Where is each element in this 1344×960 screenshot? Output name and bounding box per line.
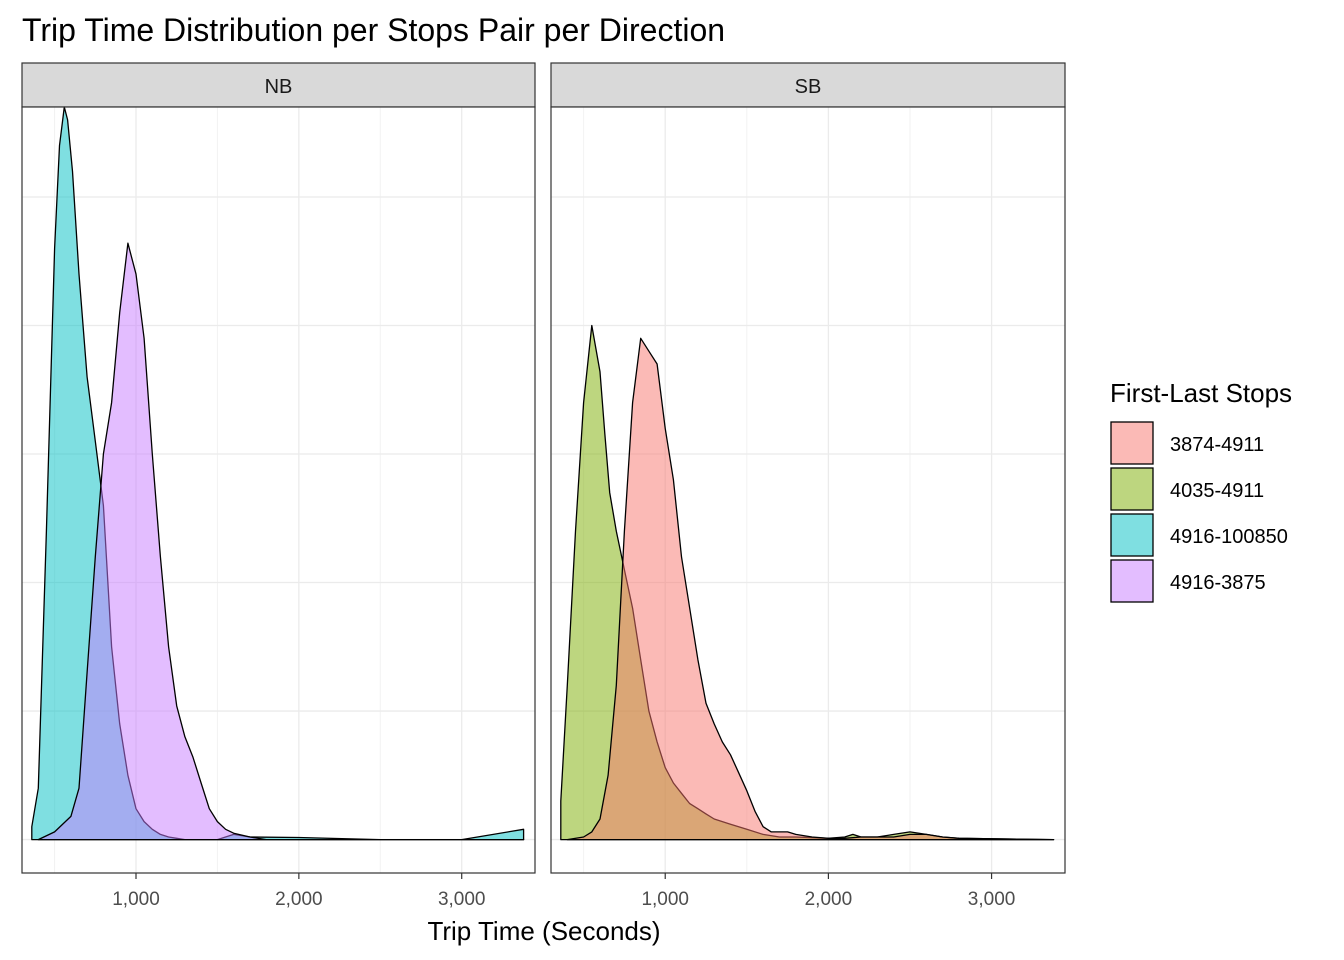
legend-title: First-Last Stops <box>1110 378 1292 408</box>
strip-label: SB <box>795 76 822 98</box>
legend-item: 4916-3875 <box>1110 559 1266 603</box>
x-axis-title: Trip Time (Seconds) <box>427 916 660 946</box>
panel-border <box>550 106 1066 874</box>
panel-nb: NB 1,000 2,000 3,000 <box>21 62 536 910</box>
legend-label: 4916-100850 <box>1170 526 1288 548</box>
chart-title: Trip Time Distribution per Stops Pair pe… <box>22 12 725 48</box>
x-tick-label: 2,000 <box>275 889 323 910</box>
legend-key <box>1110 421 1154 465</box>
legend-key <box>1110 559 1154 603</box>
strip-background <box>21 62 536 108</box>
legend-key <box>1110 467 1154 511</box>
legend-key <box>1110 513 1154 557</box>
density-area-4916-3875 <box>37 242 525 841</box>
x-tick-label: 1,000 <box>641 889 689 910</box>
density-area-3874-4911 <box>566 337 1055 841</box>
legend: First-Last Stops 3874-4911 4035-4911 4916-1… <box>1110 378 1292 603</box>
panel-border <box>21 106 536 874</box>
legend-item: 4035-4911 <box>1110 467 1264 511</box>
x-tick-label: 3,000 <box>968 889 1016 910</box>
legend-label: 4916-3875 <box>1170 572 1266 594</box>
legend-item: 3874-4911 <box>1110 421 1264 465</box>
legend-label: 4035-4911 <box>1170 480 1264 502</box>
legend-label: 3874-4911 <box>1170 434 1264 456</box>
legend-item: 4916-100850 <box>1110 513 1288 557</box>
x-tick-label: 3,000 <box>438 889 486 910</box>
x-tick-label: 1,000 <box>112 889 160 910</box>
panel-sb: SB 1,000 2,000 3,000 <box>550 62 1066 910</box>
strip-label: NB <box>265 76 293 98</box>
facet-panels: NB 1,000 2,000 3,000 SB 1,000 2,000 3,000 <box>21 62 1066 910</box>
x-tick-label: 2,000 <box>805 889 853 910</box>
